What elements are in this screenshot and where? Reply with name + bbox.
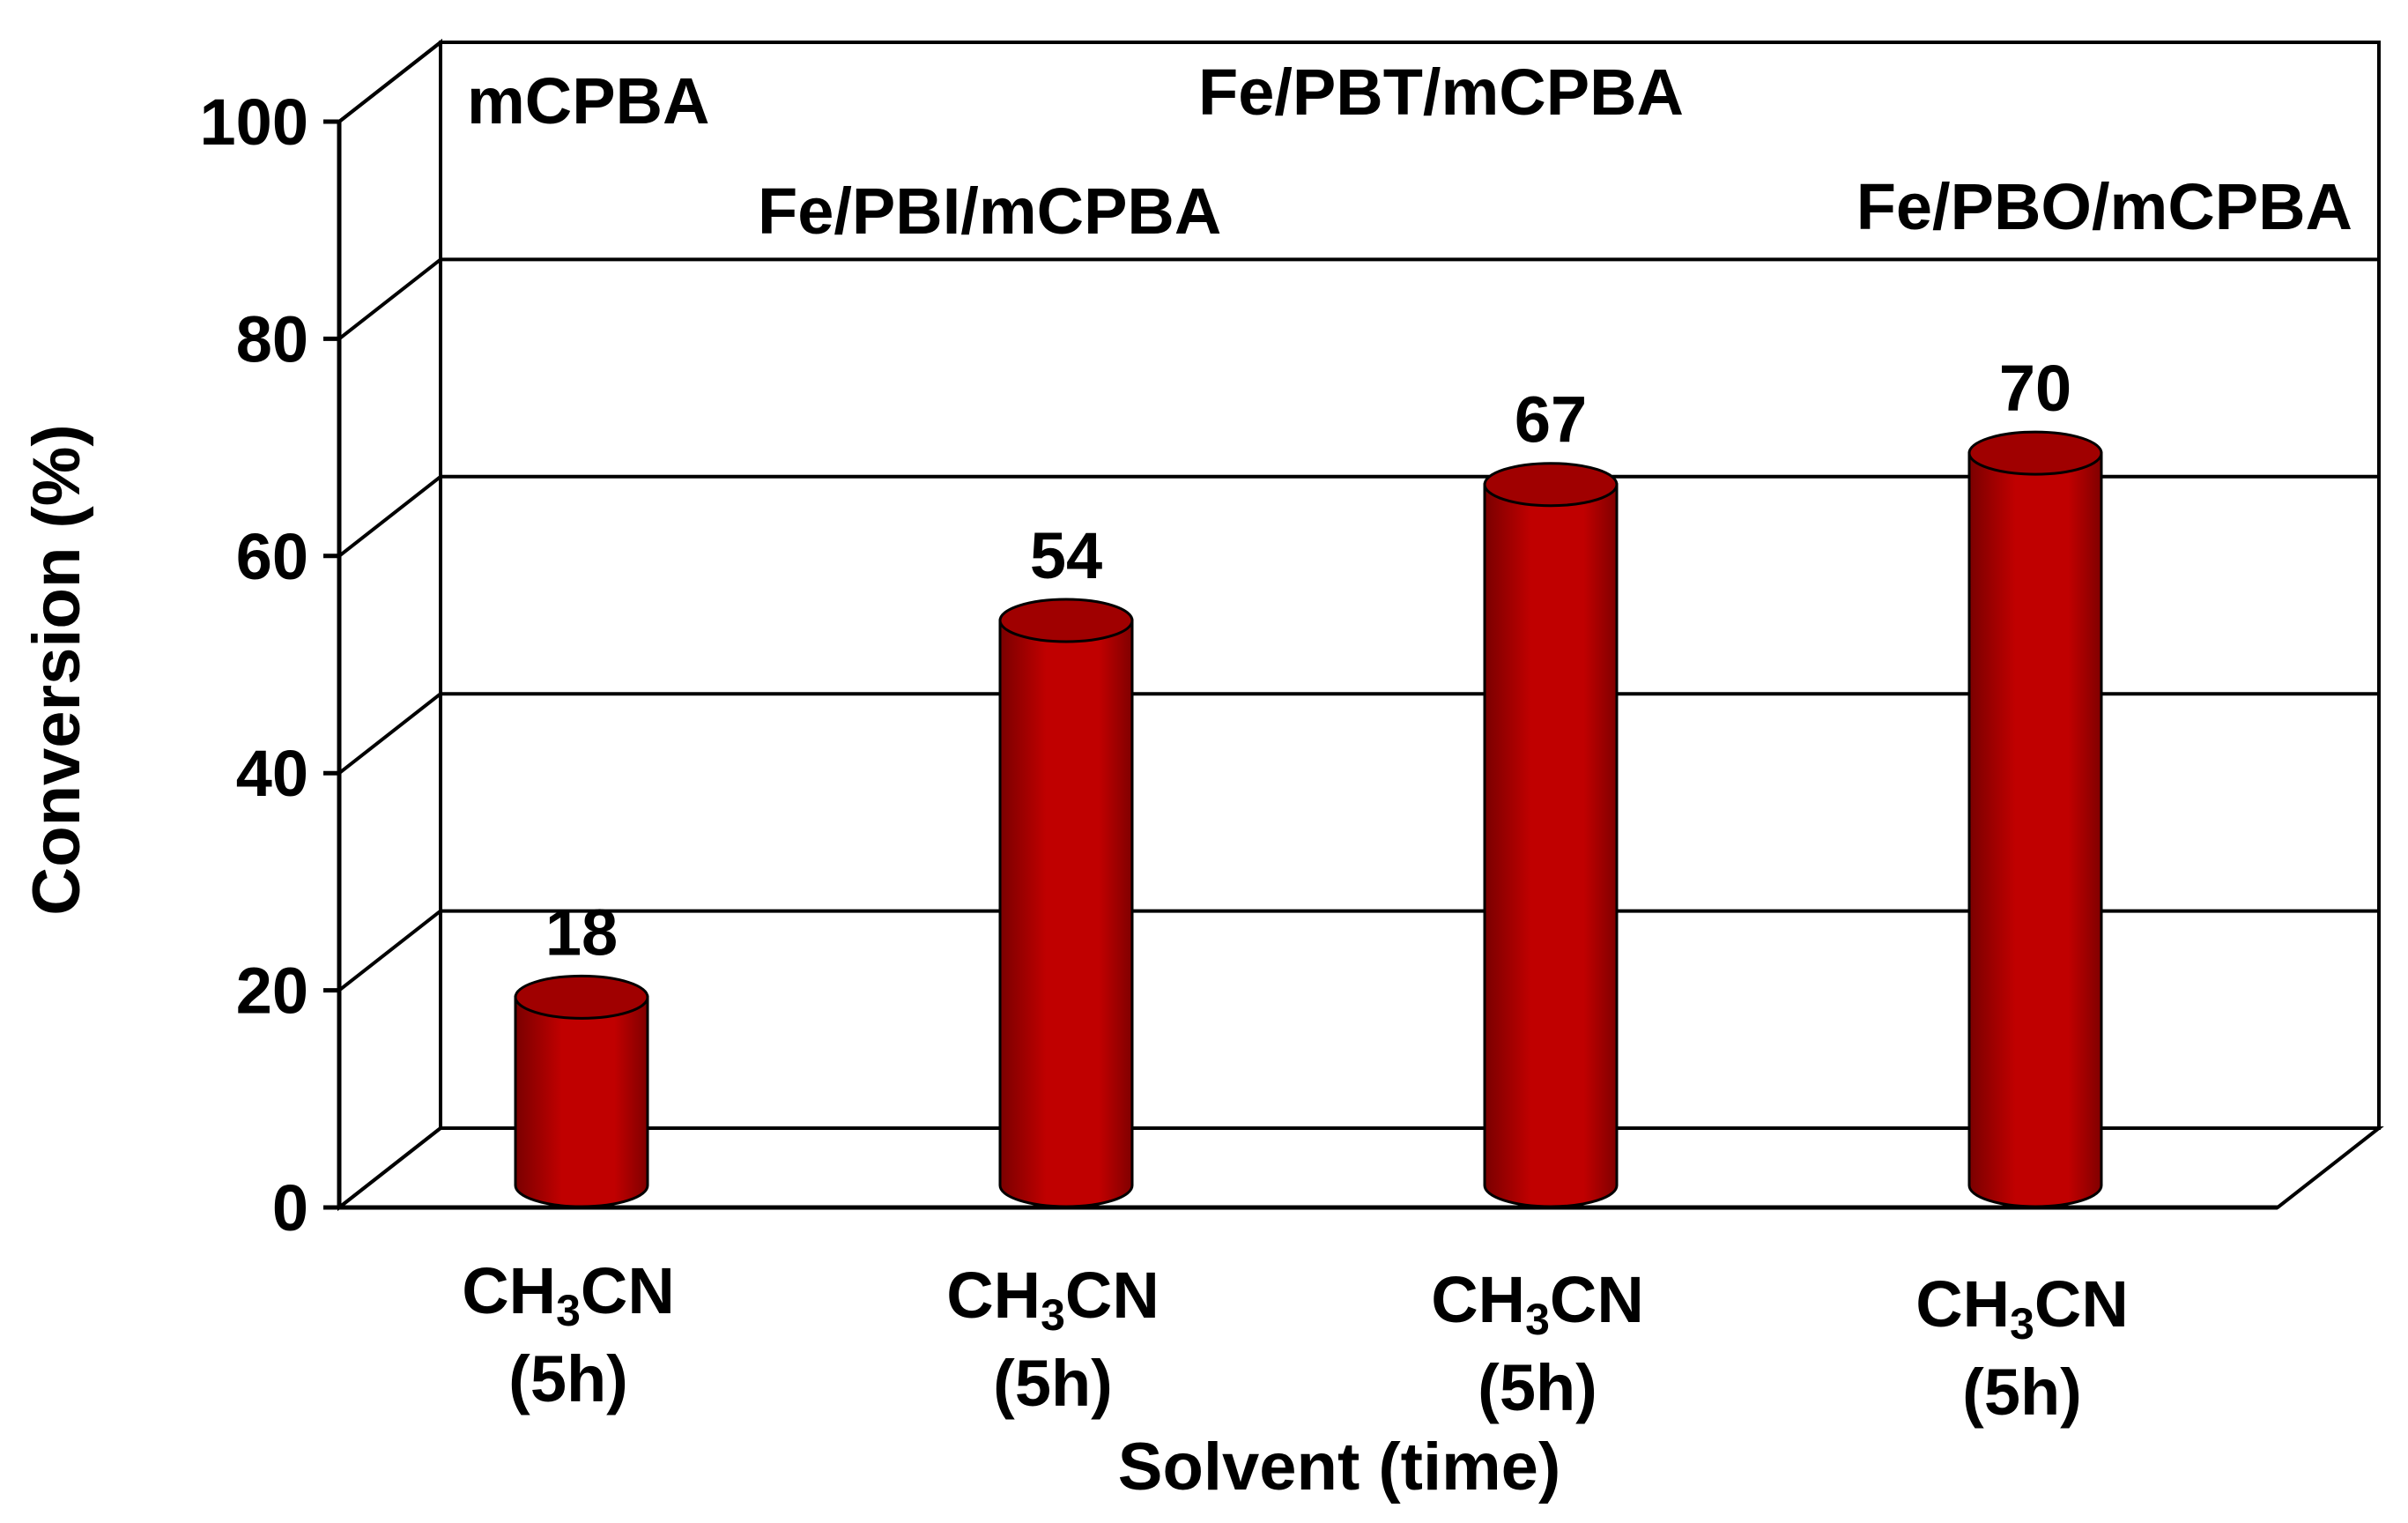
y-tick-label-100: 100 <box>200 85 308 159</box>
data-label-4: 70 <box>1999 352 2071 425</box>
y-axis-ticks: 0 20 40 60 80 100 <box>200 85 339 1244</box>
category-sublabel-2: (5h) <box>993 1347 1113 1420</box>
series-label-1: mCPBA <box>467 64 709 137</box>
series-labels: mCPBA Fe/PBI/mCPBA Fe/PBT/mCPBA Fe/PBO/mCPB… <box>467 56 2352 248</box>
series-label-4: Fe/PBO/mCPBA <box>1856 170 2352 243</box>
bar-body <box>998 619 1134 1208</box>
y-tick-label-20: 20 <box>236 955 308 1028</box>
category-sublabel-4: (5h) <box>1962 1356 2082 1429</box>
category-sublabel-3: (5h) <box>1478 1351 1597 1424</box>
data-label-3: 67 <box>1515 383 1587 457</box>
y-tick-label-60: 60 <box>236 520 308 593</box>
series-label-2: Fe/PBI/mCPBA <box>758 175 1221 248</box>
bars <box>514 430 2103 1208</box>
bar-4 <box>1967 430 2103 1208</box>
axes <box>337 122 2278 1210</box>
data-label-1: 18 <box>545 895 618 969</box>
category-label-2: CH3CN <box>946 1259 1160 1340</box>
bar-top <box>1967 430 2103 476</box>
data-labels: 18 54 67 70 <box>545 352 2071 969</box>
bar-top <box>1483 462 1619 508</box>
bar-3 <box>1483 462 1619 1208</box>
category-label-4: CH3CN <box>1915 1267 2129 1348</box>
bar-1 <box>514 974 649 1208</box>
gridline-side-60 <box>337 475 442 558</box>
x-axis-category-labels: CH3CN(5h)CH3CN(5h)CH3CN(5h)CH3CN(5h) <box>462 1254 2129 1429</box>
y-tick-label-0: 0 <box>272 1171 308 1244</box>
bar-top <box>998 598 1134 643</box>
category-label-1: CH3CN <box>462 1254 675 1335</box>
y-axis-title: Conversion (%) <box>19 424 94 915</box>
bar-top <box>514 974 649 1020</box>
gridline-side-40 <box>337 692 442 775</box>
bar-body <box>514 995 649 1208</box>
gridline-side-80 <box>337 257 442 340</box>
bar-body <box>1483 483 1619 1208</box>
bar-2 <box>998 598 1134 1208</box>
category-label-3: CH3CN <box>1431 1263 1644 1344</box>
data-label-2: 54 <box>1030 519 1102 592</box>
y-tick-label-80: 80 <box>236 302 308 375</box>
gridline-side-100 <box>337 41 442 123</box>
x-axis-title: Solvent (time) <box>1118 1430 1561 1504</box>
side-wall <box>337 38 442 1212</box>
bar-body <box>1967 451 2103 1208</box>
gridline-side-20 <box>337 910 442 992</box>
series-label-3: Fe/PBT/mCPBA <box>1198 56 1684 129</box>
y-tick-label-40: 40 <box>236 737 308 810</box>
category-sublabel-1: (5h) <box>508 1342 628 1415</box>
